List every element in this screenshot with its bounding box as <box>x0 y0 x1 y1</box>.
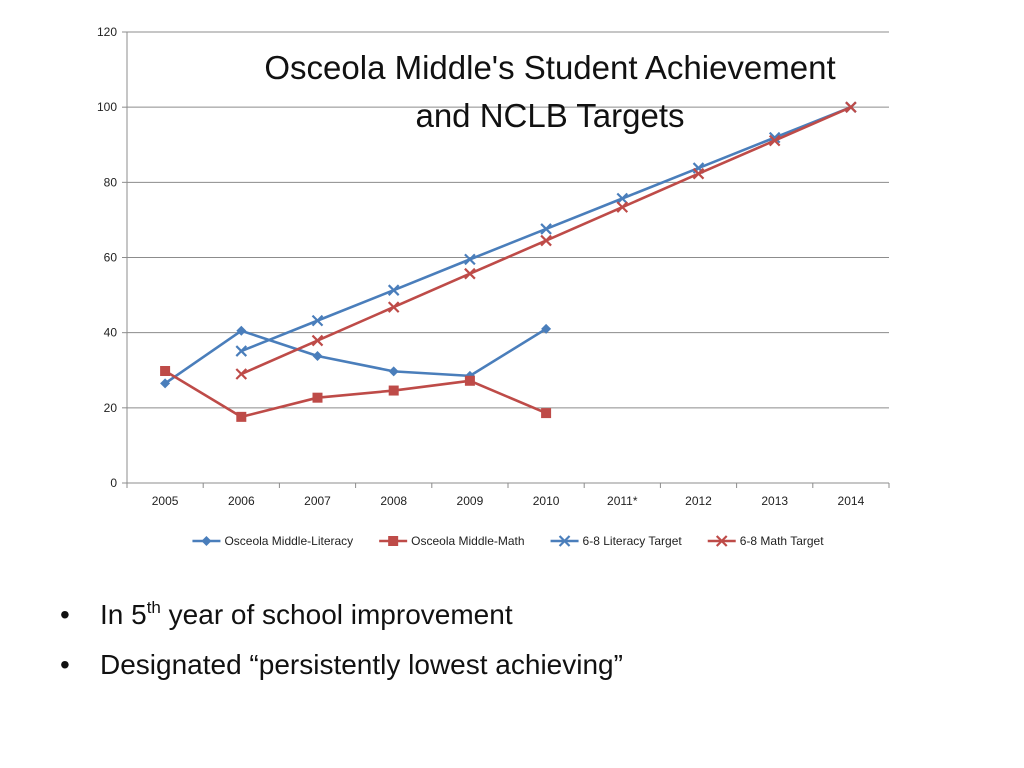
data-point-osceola-middle-math <box>160 366 171 377</box>
data-point-6-8-literacy-target <box>540 223 552 235</box>
y-tick-label: 40 <box>104 326 118 340</box>
x-tick-label: 2008 <box>380 494 407 508</box>
legend-marker <box>201 536 212 546</box>
bullet-item: • Designated “persistently lowest achievi… <box>58 642 998 692</box>
data-point-6-8-math-target <box>311 334 324 347</box>
bullet-text-after: year of school improvement <box>160 599 513 630</box>
data-point-6-8-math-target <box>235 368 248 380</box>
bullet-dot: • <box>60 649 70 680</box>
data-point-osceola-middle-literacy <box>236 325 247 336</box>
data-point-6-8-math-target <box>387 301 400 313</box>
y-tick-label: 120 <box>97 25 117 39</box>
x-tick-label: 2014 <box>838 494 865 508</box>
x-tick-label: 2009 <box>457 494 484 508</box>
line-chart: 0 20 40 60 80 100 120 2005 2006 2007 2008 2009 2010 2… <box>97 25 890 548</box>
chart-title: Osceola Middle's Student Achievement and… <box>200 44 900 140</box>
legend-label: 6-8 Literacy Target <box>583 534 683 548</box>
data-point-osceola-middle-math <box>236 411 247 422</box>
data-point-osceola-middle-math <box>464 375 475 386</box>
legend-label: Osceola Middle-Literacy <box>224 534 353 548</box>
data-point-6-8-literacy-target <box>235 345 248 357</box>
data-point-6-8-literacy-target <box>464 253 476 266</box>
data-point-osceola-middle-literacy <box>541 323 552 334</box>
data-point-6-8-math-target <box>464 267 476 280</box>
series-line-osceola-middle-literacy <box>164 327 547 385</box>
legend-marker <box>388 536 399 546</box>
chart-title-line-2: and NCLB Targets <box>415 97 685 134</box>
bullet-text: Designated “persistently lowest achievin… <box>100 649 623 680</box>
chart-title-line-1: Osceola Middle's Student Achievement <box>264 49 836 86</box>
y-tick-label: 80 <box>104 175 118 189</box>
data-point-6-8-literacy-target <box>616 192 629 205</box>
data-point-6-8-math-target <box>616 201 629 213</box>
legend-marker <box>558 535 571 547</box>
y-tick-label: 100 <box>97 100 117 114</box>
data-point-6-8-math-target <box>692 167 705 180</box>
bullet-list: • In 5th year of school improvement • Desi… <box>58 592 998 692</box>
data-point-osceola-middle-literacy <box>160 378 171 389</box>
bullet-dot: • <box>60 599 70 630</box>
bullet-item: • In 5th year of school improvement <box>58 592 998 642</box>
data-point-6-8-literacy-target <box>311 314 324 327</box>
bullet-text-before: In 5 <box>100 599 147 630</box>
data-point-6-8-math-target <box>768 134 781 147</box>
legend-marker <box>715 535 728 547</box>
data-point-osceola-middle-literacy <box>312 350 323 361</box>
data-point-6-8-math-target <box>845 101 857 113</box>
data-point-osceola-middle-math <box>312 392 323 403</box>
x-tick-label: 2006 <box>228 494 255 508</box>
data-point-6-8-math-target <box>540 234 552 247</box>
y-tick-label: 0 <box>110 476 117 490</box>
x-tick-label: 2005 <box>152 494 179 508</box>
series-line-osceola-middle-math <box>164 369 547 419</box>
x-tick-label: 2011* <box>607 494 638 508</box>
x-tick-label: 2012 <box>685 494 712 508</box>
x-tick-label: 2007 <box>304 494 331 508</box>
data-point-osceola-middle-math <box>541 408 552 419</box>
x-tick-label: 2013 <box>761 494 788 508</box>
data-point-osceola-middle-literacy <box>388 366 399 377</box>
data-point-6-8-literacy-target <box>387 284 400 296</box>
x-tick-label: 2010 <box>533 494 560 508</box>
y-tick-label: 20 <box>104 401 118 415</box>
legend-label: 6-8 Math Target <box>740 534 824 548</box>
y-tick-label: 60 <box>104 251 118 265</box>
legend-label: Osceola Middle-Math <box>411 534 524 548</box>
data-point-osceola-middle-math <box>388 385 399 396</box>
bullet-superscript: th <box>146 598 161 617</box>
